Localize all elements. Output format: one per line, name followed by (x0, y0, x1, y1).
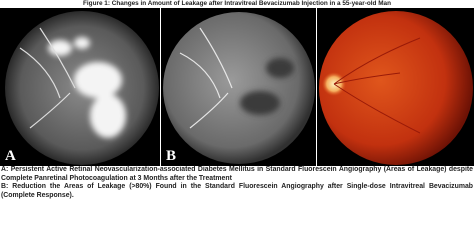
figure-title: Figure 1: Changes in Amount of Leakage a… (82, 0, 391, 7)
caption: B: Reduction the Areas of Leakage (>80%)… (1, 183, 473, 199)
vessels (333, 37, 421, 134)
page: Figure 1: Changes in Amount of Leakage a… (0, 0, 474, 199)
panel-label: A (5, 148, 16, 164)
angiogram-b (163, 12, 315, 164)
vessels (179, 27, 233, 129)
vessels (19, 27, 76, 129)
leakage-areas (48, 37, 126, 138)
caption: A: Persistent Active Retinal Neovascular… (1, 166, 473, 182)
panel-label: B (166, 148, 176, 164)
dark-areas (240, 58, 294, 115)
figure-images: A B (0, 8, 474, 166)
fundus-photo (319, 11, 473, 165)
